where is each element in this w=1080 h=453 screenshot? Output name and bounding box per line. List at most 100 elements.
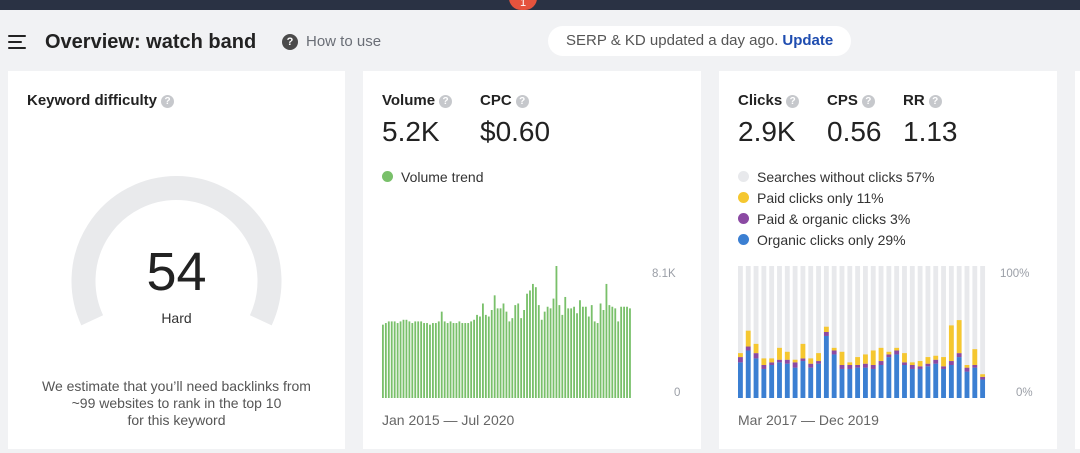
volume-bar[interactable] bbox=[440, 311, 443, 398]
paid-organic-clicks-bar[interactable] bbox=[870, 365, 876, 369]
paid-organic-clicks-bar[interactable] bbox=[941, 366, 946, 369]
volume-bar[interactable] bbox=[423, 323, 425, 398]
paid-clicks-only-bar[interactable] bbox=[909, 362, 915, 365]
volume-bar[interactable] bbox=[470, 321, 473, 398]
volume-bar[interactable] bbox=[402, 319, 405, 398]
organic-clicks-only-bar[interactable] bbox=[894, 354, 900, 398]
paid-organic-clicks-bar[interactable] bbox=[769, 362, 775, 365]
organic-clicks-only-bar[interactable] bbox=[870, 368, 876, 398]
volume-bar[interactable] bbox=[449, 321, 452, 398]
volume-bar[interactable] bbox=[446, 323, 449, 398]
searches-without-clicks-bar[interactable] bbox=[761, 266, 767, 398]
paid-clicks-only-bar[interactable] bbox=[808, 358, 814, 364]
paid-organic-clicks-bar[interactable] bbox=[972, 365, 978, 368]
rr-help-icon[interactable]: ? bbox=[928, 95, 942, 108]
organic-clicks-only-bar[interactable] bbox=[956, 357, 962, 398]
paid-clicks-only-bar[interactable] bbox=[792, 359, 798, 363]
volume-bar[interactable] bbox=[426, 323, 428, 398]
volume-bar[interactable] bbox=[576, 313, 578, 398]
volume-bar[interactable] bbox=[384, 323, 387, 398]
searches-without-clicks-bar[interactable] bbox=[902, 266, 907, 398]
searches-without-clicks-bar[interactable] bbox=[917, 266, 923, 398]
volume-bar[interactable] bbox=[396, 323, 399, 398]
paid-clicks-only-bar[interactable] bbox=[839, 351, 845, 365]
organic-clicks-only-bar[interactable] bbox=[831, 354, 837, 398]
volume-bar[interactable] bbox=[611, 306, 614, 398]
searches-without-clicks-bar[interactable] bbox=[792, 266, 798, 398]
organic-clicks-only-bar[interactable] bbox=[784, 363, 790, 398]
volume-bar[interactable] bbox=[484, 314, 487, 398]
volume-bar[interactable] bbox=[629, 308, 631, 398]
volume-bar[interactable] bbox=[505, 311, 508, 398]
searches-without-clicks-bar[interactable] bbox=[839, 266, 845, 398]
paid-clicks-only-bar[interactable] bbox=[816, 353, 821, 362]
searches-without-clicks-bar[interactable] bbox=[972, 266, 978, 398]
paid-organic-clicks-bar[interactable] bbox=[738, 357, 743, 363]
volume-bar[interactable] bbox=[499, 308, 502, 398]
organic-clicks-only-bar[interactable] bbox=[909, 368, 915, 398]
searches-without-clicks-bar[interactable] bbox=[863, 266, 868, 398]
volume-bar[interactable] bbox=[584, 306, 587, 398]
paid-organic-clicks-bar[interactable] bbox=[980, 376, 986, 380]
volume-bar[interactable] bbox=[599, 303, 602, 398]
volume-bar[interactable] bbox=[555, 266, 558, 398]
volume-bar[interactable] bbox=[579, 300, 581, 398]
paid-organic-clicks-bar[interactable] bbox=[784, 359, 790, 364]
searches-without-clicks-bar[interactable] bbox=[933, 266, 939, 398]
volume-bar[interactable] bbox=[567, 308, 570, 398]
searches-without-clicks-bar[interactable] bbox=[878, 266, 884, 398]
volume-bar[interactable] bbox=[608, 305, 611, 398]
paid-clicks-only-bar[interactable] bbox=[948, 325, 954, 362]
volume-bar[interactable] bbox=[417, 321, 420, 398]
volume-bar[interactable] bbox=[476, 314, 478, 398]
searches-without-clicks-bar[interactable] bbox=[831, 266, 837, 398]
volume-bar[interactable] bbox=[532, 283, 534, 398]
organic-clicks-only-bar[interactable] bbox=[753, 358, 759, 398]
organic-clicks-only-bar[interactable] bbox=[816, 363, 821, 398]
paid-clicks-only-bar[interactable] bbox=[902, 353, 907, 363]
organic-clicks-only-bar[interactable] bbox=[886, 357, 892, 398]
volume-bar[interactable] bbox=[490, 310, 493, 398]
organic-clicks-only-bar[interactable] bbox=[745, 350, 751, 398]
paid-clicks-only-bar[interactable] bbox=[761, 358, 767, 365]
searches-without-clicks-bar[interactable] bbox=[777, 266, 782, 398]
volume-bar[interactable] bbox=[546, 306, 549, 398]
organic-clicks-only-bar[interactable] bbox=[839, 368, 845, 398]
volume-bar[interactable] bbox=[429, 324, 431, 398]
volume-bar[interactable] bbox=[508, 321, 511, 398]
paid-organic-clicks-bar[interactable] bbox=[863, 363, 868, 368]
paid-organic-clicks-bar[interactable] bbox=[745, 346, 751, 351]
volume-bar[interactable] bbox=[561, 314, 564, 398]
organic-clicks-only-bar[interactable] bbox=[738, 362, 743, 398]
volume-bar[interactable] bbox=[590, 305, 593, 398]
hamburger-menu-icon[interactable] bbox=[8, 35, 26, 49]
paid-organic-clicks-bar[interactable] bbox=[902, 362, 907, 365]
volume-bar[interactable] bbox=[493, 295, 496, 398]
volume-bar[interactable] bbox=[626, 306, 628, 398]
organic-clicks-only-bar[interactable] bbox=[855, 367, 861, 398]
organic-clicks-only-bar[interactable] bbox=[972, 367, 978, 398]
paid-organic-clicks-bar[interactable] bbox=[823, 332, 829, 336]
volume-bar[interactable] bbox=[455, 323, 458, 398]
paid-clicks-only-bar[interactable] bbox=[753, 343, 759, 354]
organic-clicks-only-bar[interactable] bbox=[823, 335, 829, 398]
paid-clicks-only-bar[interactable] bbox=[933, 355, 939, 360]
organic-clicks-only-bar[interactable] bbox=[777, 362, 782, 398]
paid-clicks-only-bar[interactable] bbox=[863, 354, 868, 364]
paid-organic-clicks-bar[interactable] bbox=[909, 365, 915, 369]
notification-badge[interactable]: 1 bbox=[509, 0, 537, 10]
paid-organic-clicks-bar[interactable] bbox=[761, 365, 767, 369]
volume-bar[interactable] bbox=[461, 323, 464, 398]
volume-bar[interactable] bbox=[602, 310, 605, 398]
volume-bar[interactable] bbox=[467, 323, 470, 398]
paid-clicks-only-bar[interactable] bbox=[769, 358, 775, 363]
paid-clicks-only-bar[interactable] bbox=[964, 365, 970, 368]
volume-bar[interactable] bbox=[382, 324, 384, 398]
volume-bar[interactable] bbox=[405, 319, 408, 398]
clicks-help-icon[interactable]: ? bbox=[786, 95, 800, 108]
organic-clicks-only-bar[interactable] bbox=[964, 371, 970, 398]
searches-without-clicks-bar[interactable] bbox=[870, 266, 876, 398]
organic-clicks-only-bar[interactable] bbox=[902, 365, 907, 398]
kd-help-icon[interactable]: ? bbox=[161, 95, 175, 108]
volume-bar[interactable] bbox=[393, 321, 396, 398]
